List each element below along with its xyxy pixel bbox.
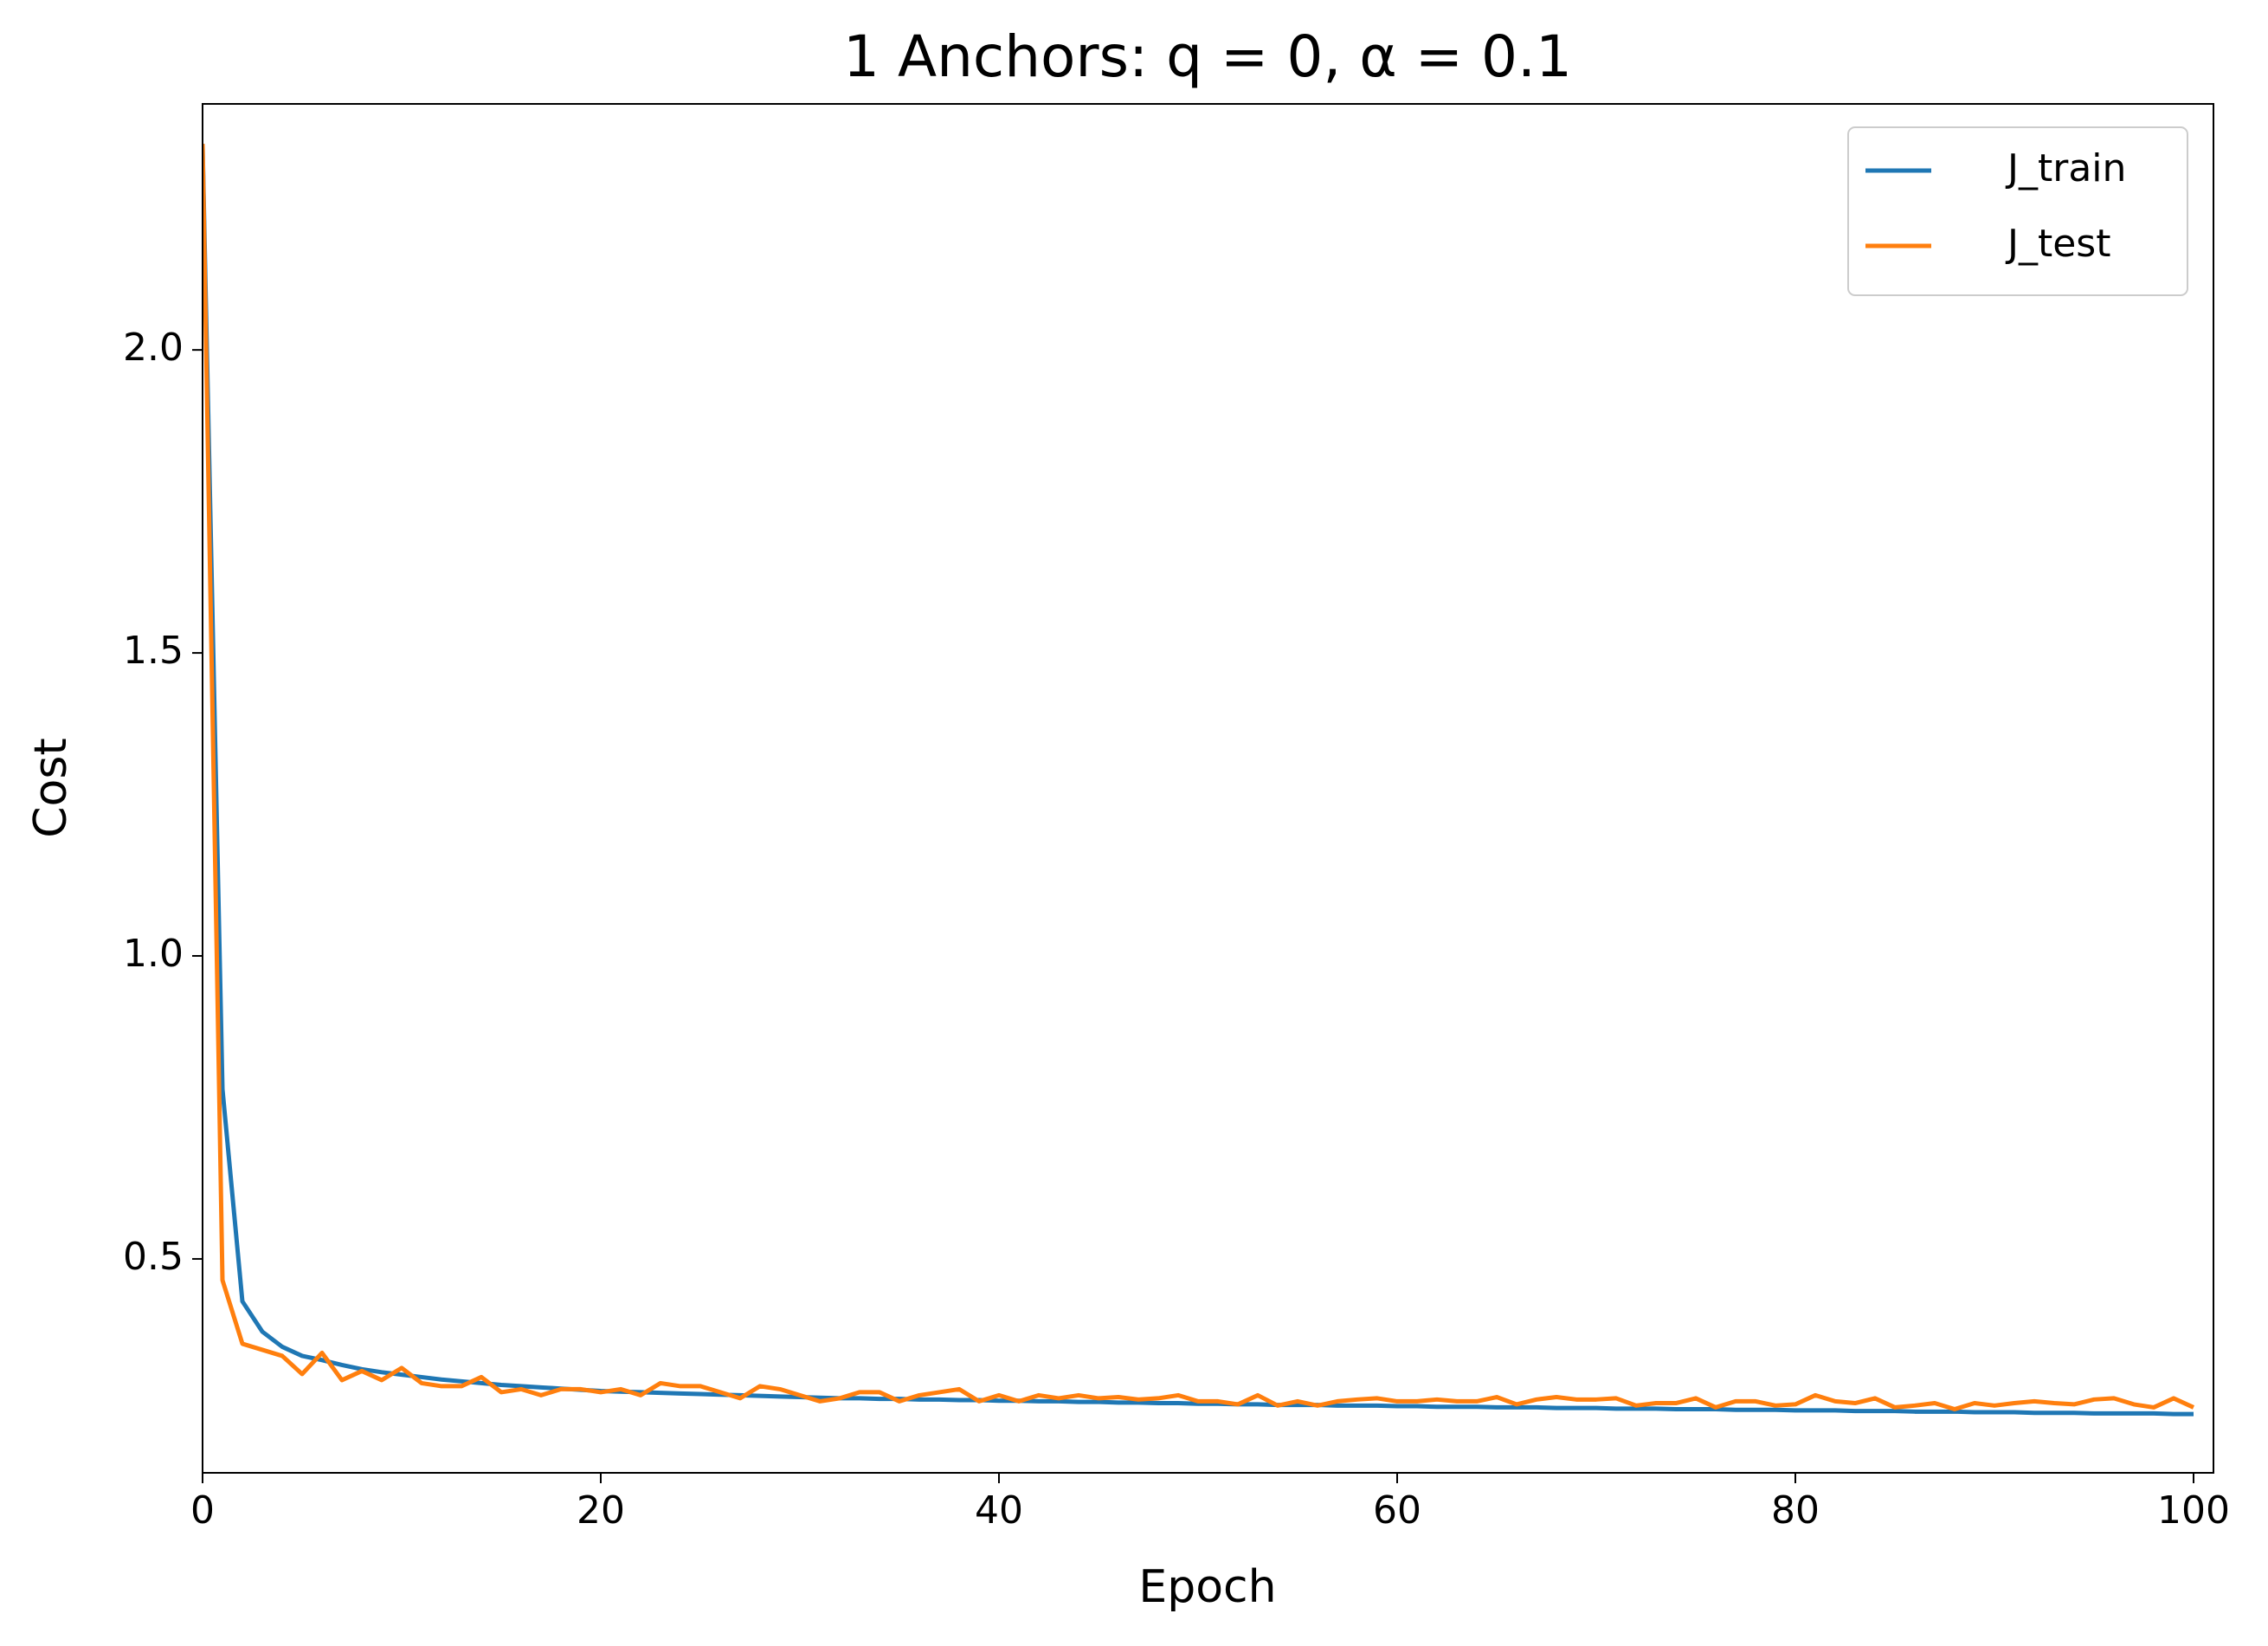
legend-box xyxy=(1847,126,2188,296)
plot-frame xyxy=(202,103,2214,1474)
y-tick-label: 0.5 xyxy=(123,1235,184,1279)
legend-label: J_train xyxy=(2005,146,2126,190)
x-tick-label: 0 xyxy=(190,1488,215,1533)
x-tick-label: 40 xyxy=(975,1488,1023,1533)
x-axis-label: Epoch xyxy=(1138,1561,1276,1613)
y-axis-label: Cost xyxy=(25,738,77,838)
x-tick-label: 60 xyxy=(1373,1488,1421,1533)
legend-label: J_test xyxy=(2005,222,2110,266)
chart-title: 1 Anchors: q = 0, α = 0.1 xyxy=(843,23,1572,90)
x-tick-label: 100 xyxy=(2157,1488,2230,1533)
x-tick-label: 80 xyxy=(1771,1488,1820,1533)
line-series xyxy=(203,144,2195,1412)
y-tick-label: 1.5 xyxy=(123,629,184,673)
line-series xyxy=(203,144,2194,1417)
x-tick-label: 20 xyxy=(577,1488,625,1533)
y-tick-label: 1.0 xyxy=(123,932,184,976)
y-tick-label: 2.0 xyxy=(123,326,184,370)
